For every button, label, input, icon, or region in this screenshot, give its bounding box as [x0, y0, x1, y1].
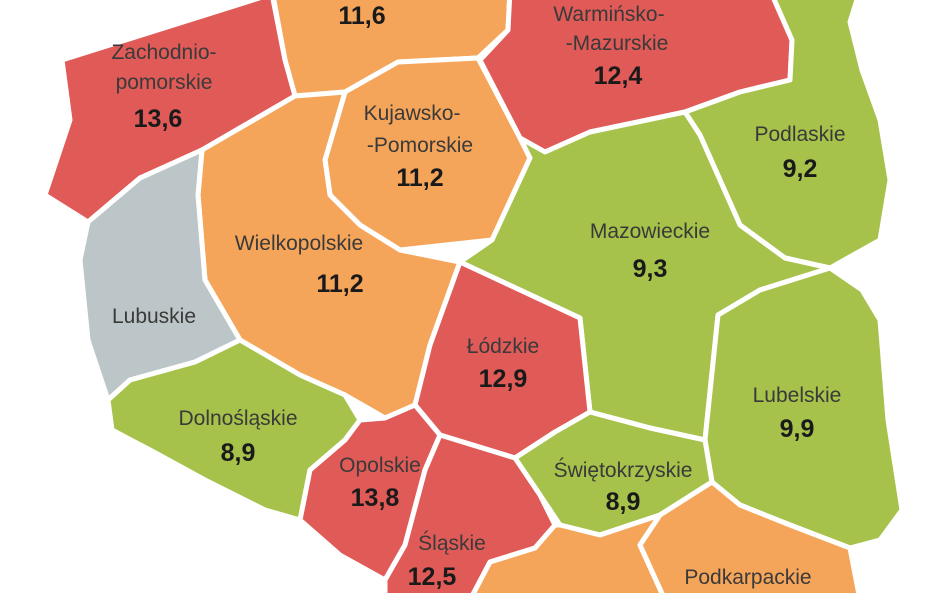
label-mazowieckie-value: 9,3: [633, 255, 668, 283]
label-zachodniopomorskie-name-1: Zachodnio-: [111, 41, 216, 64]
label-warminsko-value: 12,4: [594, 62, 643, 90]
label-warminsko-name-1: Warmińsko-: [553, 3, 664, 26]
label-swietokrzyskie-value: 8,9: [606, 488, 641, 516]
label-slaskie-value: 12,5: [408, 563, 457, 591]
label-pomorskie-value: 11,6: [338, 2, 385, 30]
label-podlaskie-name: Podlaskie: [754, 123, 845, 146]
label-dolnoslaskie-name: Dolnośląskie: [178, 407, 297, 430]
label-kujawsko-name-2: -Pomorskie: [367, 134, 473, 157]
label-kujawsko-value: 11,2: [396, 164, 443, 192]
label-warminsko-name-2: -Mazurskie: [566, 32, 669, 55]
label-zachodniopomorskie-value: 13,6: [134, 105, 183, 133]
label-lodzkie-name: Łódzkie: [467, 335, 539, 358]
label-podlaskie-value: 9,2: [783, 155, 818, 183]
label-wielkopolskie-value: 11,2: [316, 270, 363, 298]
label-lubelskie-value: 9,9: [780, 415, 815, 443]
label-swietokrzyskie-name: Świętokrzyskie: [554, 458, 693, 482]
label-dolnoslaskie-value: 8,9: [221, 439, 256, 467]
label-wielkopolskie-name: Wielkopolskie: [235, 232, 363, 255]
label-kujawsko-name-1: Kujawsko-: [364, 102, 461, 125]
label-opolskie-name: Opolskie: [339, 454, 421, 477]
label-slaskie-name: Śląskie: [418, 531, 486, 555]
label-lodzkie-value: 12,9: [479, 365, 528, 393]
label-opolskie-value: 13,8: [351, 484, 400, 512]
label-mazowieckie-name: Mazowieckie: [590, 220, 710, 243]
label-lubelskie-name: Lubelskie: [753, 384, 842, 407]
label-lubuskie-name: Lubuskie: [112, 305, 196, 328]
label-podkarpackie-name: Podkarpackie: [684, 566, 811, 589]
region-podkarpackie: [637, 479, 862, 593]
label-zachodniopomorskie-name-2: pomorskie: [116, 71, 213, 94]
